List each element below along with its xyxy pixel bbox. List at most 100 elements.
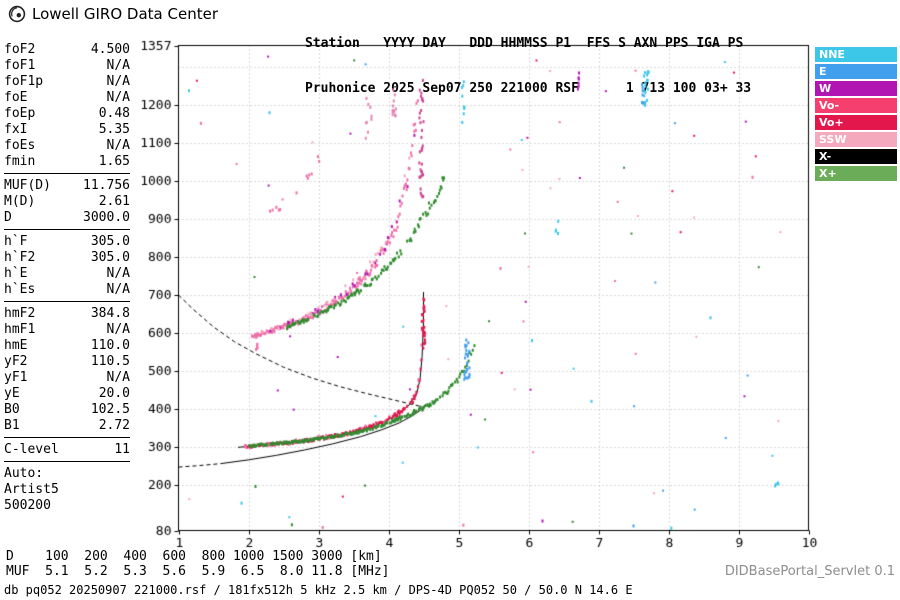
param-row-fof1: foF1 N/A [4,58,130,74]
param-value: 20.0 [98,386,130,401]
status-line: db pq052 20250907 221000.rsf / 181fx512h… [4,583,633,597]
servlet-version-label: DIDBasePortal_Servlet 0.1 [724,564,895,579]
param-value: 5.35 [98,122,130,137]
param-label: yF2 [4,354,28,369]
param-row-foes: foEs N/A [4,138,130,154]
param-group: h`F 305.0 h`F2 305.0 h`E N/A h`Es N/A [4,232,130,302]
param-row-h-e: h`E N/A [4,266,130,282]
param-value: N/A [106,74,130,89]
legend-item-x: X+ [815,166,897,181]
polarization-legend: NNE E W Vo- Vo+ SSW X- X+ [815,47,897,183]
param-row-b1: B1 2.72 [4,418,130,434]
muf-row: MUF 5.1 5.2 5.3 5.6 5.9 6.5 8.0 11.8 [MH… [6,564,390,579]
legend-item-e: E [815,64,897,79]
param-label: 500200 [4,498,51,513]
legend-item-vo: Vo- [815,98,897,113]
param-value: 11 [114,442,130,457]
param-label: foF1p [4,74,44,89]
param-group: foF2 4.500 foF1 N/A foF1p N/A foE N/A foEp 0.48 fx… [4,40,130,174]
param-label: fmin [4,154,36,169]
param-row-ye: yE 20.0 [4,386,130,402]
param-row-500200: 500200 [4,498,130,514]
param-label: C-level [4,442,59,457]
param-row-foep: foEp 0.48 [4,106,130,122]
legend-item-ssw: SSW [815,132,897,147]
param-row-fof2: foF2 4.500 [4,42,130,58]
param-label: M(D) [4,194,36,209]
param-row-h-es: h`Es N/A [4,282,130,298]
param-label: Artist5 [4,482,59,497]
param-value: N/A [106,138,130,153]
parameter-panel: foF2 4.500 foF1 N/A foF1p N/A foE N/A foEp 0.48 fx… [4,40,130,517]
param-label: foEp [4,106,36,121]
param-row-yf2: yF2 110.5 [4,354,130,370]
ionogram-plot [130,34,830,554]
param-label: B1 [4,418,20,433]
param-label: yF1 [4,370,28,385]
param-value: 2.72 [98,418,130,433]
param-row-fxi: fxI 5.35 [4,122,130,138]
param-row-foe: foE N/A [4,90,130,106]
param-value: 3000.0 [83,210,130,225]
legend-item-x: X- [815,149,897,164]
legend-item-vo: Vo+ [815,115,897,130]
param-value: 110.5 [90,354,130,369]
param-label: foF1 [4,58,36,73]
param-label: h`F2 [4,250,36,265]
param-label: fxI [4,122,28,137]
param-row-hme: hmE 110.0 [4,338,130,354]
param-value: 2.61 [98,194,130,209]
param-label: h`F [4,234,28,249]
param-row-hmf1: hmF1 N/A [4,322,130,338]
param-label: hmF1 [4,322,36,337]
param-value: 0.48 [98,106,130,121]
param-row-h-f2: h`F2 305.0 [4,250,130,266]
param-row-muf-d-: MUF(D) 11.756 [4,178,130,194]
param-row-fof1p: foF1p N/A [4,74,130,90]
param-label: foF2 [4,42,36,57]
brand: Lowell GIRO Data Center [8,5,218,23]
param-value: 102.5 [90,402,130,417]
param-label: h`Es [4,282,36,297]
param-value: 11.756 [83,178,130,193]
param-value: 4.500 [90,42,130,57]
param-label: foE [4,90,28,105]
param-row-c-level: C-level 11 [4,442,130,458]
param-label: MUF(D) [4,178,51,193]
param-value: 384.8 [90,306,130,321]
param-group: C-level 11 [4,440,130,462]
param-group: hmF2 384.8 hmF1 N/A hmE 110.0 yF2 110.5 yF1 N/A yE… [4,304,130,438]
param-label: foEs [4,138,36,153]
param-value: N/A [106,370,130,385]
legend-item-nne: NNE [815,47,897,62]
legend-item-w: W [815,81,897,96]
param-row-artist5: Artist5 [4,482,130,498]
param-label: Auto: [4,466,44,481]
param-label: yE [4,386,20,401]
param-label: hmE [4,338,28,353]
param-row-auto-: Auto: [4,466,130,482]
param-group: Auto: Artist5 500200 [4,464,130,517]
param-row-yf1: yF1 N/A [4,370,130,386]
param-value: N/A [106,322,130,337]
param-row-fmin: fmin 1.65 [4,154,130,170]
param-label: h`E [4,266,28,281]
param-value: 110.0 [90,338,130,353]
param-value: 305.0 [90,250,130,265]
param-value: N/A [106,90,130,105]
param-row-d: D 3000.0 [4,210,130,226]
param-row-b0: B0 102.5 [4,402,130,418]
param-row-hmf2: hmF2 384.8 [4,306,130,322]
param-group: MUF(D) 11.756 M(D) 2.61 D 3000.0 [4,176,130,230]
param-label: hmF2 [4,306,36,321]
param-row-h-f: h`F 305.0 [4,234,130,250]
distance-row: D 100 200 400 600 800 1000 1500 3000 [km… [6,549,382,564]
param-value: N/A [106,58,130,73]
param-value: N/A [106,266,130,281]
param-value: N/A [106,282,130,297]
param-value: 305.0 [90,234,130,249]
giro-logo-icon [8,5,26,23]
brand-title: Lowell GIRO Data Center [32,5,218,23]
param-label: D [4,210,12,225]
